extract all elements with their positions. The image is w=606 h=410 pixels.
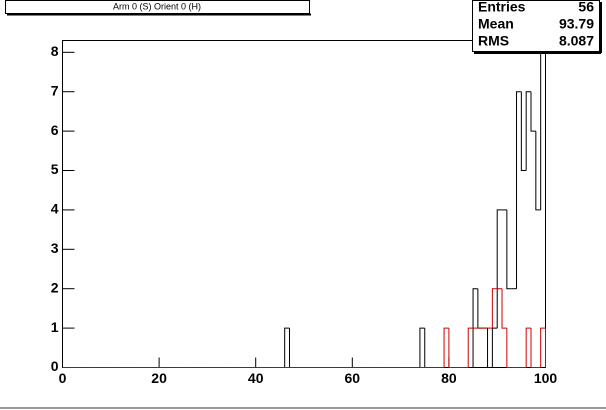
y-tick-label: 8: [51, 43, 59, 59]
histogram-bin: [443, 327, 449, 368]
histogram-bin: [525, 327, 532, 368]
histogram-bin: [501, 288, 507, 329]
y-tick-label: 3: [51, 240, 59, 256]
chart-title: Arm 0 (S) Orient 0 (H): [113, 1, 201, 11]
histogram-bin: [506, 209, 512, 290]
histogram-bin: [540, 327, 546, 368]
histogram-bin: [525, 91, 532, 171]
histogram-bin: [530, 328, 536, 368]
histogram-bin: [487, 328, 493, 368]
histogram-bin: [535, 131, 541, 211]
y-tick-label: 0: [51, 358, 59, 374]
histogram-bin: [530, 91, 536, 132]
x-tick-label: 40: [248, 370, 264, 386]
y-tick-label: 4: [51, 201, 59, 217]
x-tick-label: 20: [151, 370, 167, 386]
histogram-bin: [516, 91, 522, 289]
stat-value: 56: [578, 0, 594, 15]
y-tick-label: 5: [51, 161, 59, 177]
stat-label: Entries: [478, 0, 526, 15]
histogram-bin: [506, 328, 512, 368]
stat-value: 8.087: [559, 33, 594, 49]
y-tick-label: 6: [51, 122, 59, 138]
histogram-bin: [520, 91, 527, 172]
histogram-bin: [491, 288, 498, 329]
y-tick-label: 1: [51, 319, 59, 335]
stat-value: 93.79: [559, 16, 594, 32]
x-tick-label: 80: [441, 370, 457, 386]
histogram-bin: [472, 288, 478, 368]
histogram-bin: [419, 327, 425, 368]
x-tick-label: 100: [534, 370, 558, 386]
histogram-bin: [467, 327, 474, 368]
stat-label: RMS: [478, 33, 509, 49]
y-tick-label: 7: [51, 82, 59, 98]
histogram-bin: [540, 51, 546, 368]
histogram-bin: [284, 327, 290, 368]
x-tick-label: 0: [59, 370, 67, 386]
histogram-bin: [448, 328, 454, 368]
stat-label: Mean: [478, 16, 514, 32]
y-tick-label: 2: [51, 279, 59, 295]
stats-box: [472, 0, 600, 52]
x-tick-label: 60: [345, 370, 361, 386]
